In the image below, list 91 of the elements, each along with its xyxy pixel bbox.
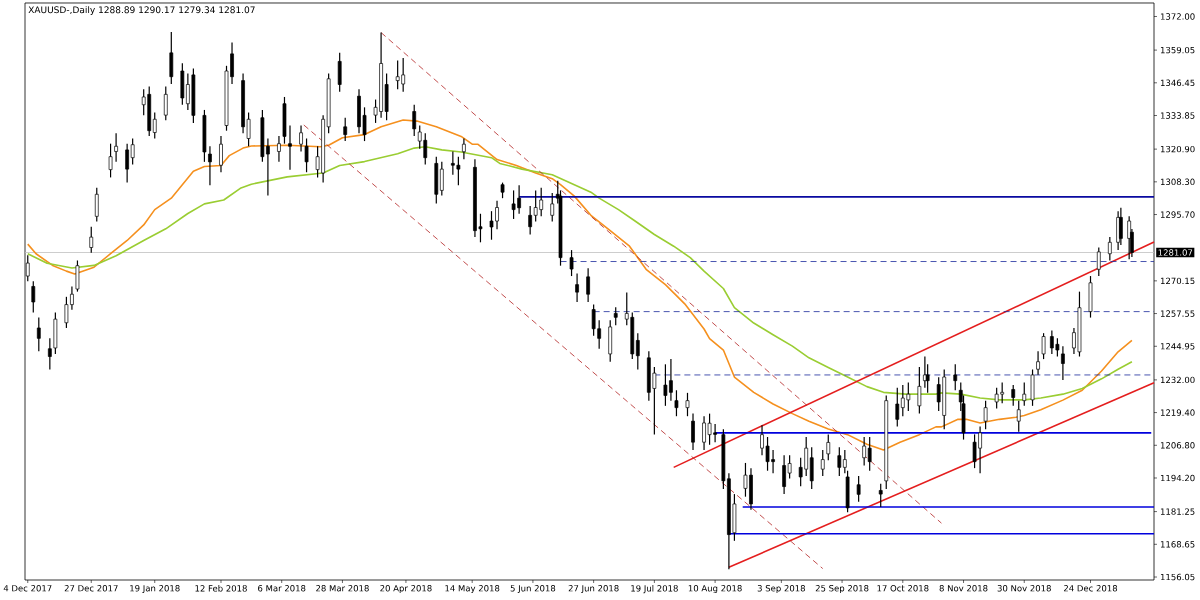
x-tick-label: 27 Dec 2017 <box>64 585 118 592</box>
x-tick-label: 8 Nov 2018 <box>939 585 988 592</box>
candlestick <box>635 332 640 371</box>
candlestick <box>1041 332 1046 360</box>
candlestick <box>94 187 99 223</box>
y-tick-label: 1257.55 <box>1160 310 1195 317</box>
candlestick <box>691 413 695 451</box>
candlestick <box>1061 345 1065 381</box>
candlestick <box>613 306 618 326</box>
candlestick <box>89 226 94 254</box>
candlestick <box>1016 400 1021 433</box>
x-tick-label: 19 Jan 2018 <box>130 585 180 594</box>
candlestick <box>36 316 41 352</box>
candlestick <box>685 392 690 417</box>
chart-title: XAUUSD-,Daily 1288.89 1290.17 1279.34 1281.07 <box>28 6 255 15</box>
x-tick-label: 3 Sep 2018 <box>757 585 805 594</box>
candlestick <box>152 111 157 140</box>
x-tick-label: 30 Nov 2018 <box>997 585 1051 592</box>
candlestick <box>108 143 113 179</box>
candlestick <box>208 145 212 186</box>
x-tick-label: 20 Apr 2018 <box>380 585 432 594</box>
y-tick-label: 1219.40 <box>1160 409 1195 416</box>
candlestick <box>575 272 579 303</box>
y-tick-label: 1168.65 <box>1160 541 1195 548</box>
candlestick <box>277 135 281 163</box>
y-tick-label: 1244.95 <box>1160 343 1195 350</box>
candlestick <box>895 387 900 428</box>
candlestick <box>842 449 847 474</box>
candlestick <box>1036 350 1040 376</box>
candlestick <box>826 433 831 461</box>
candlestick <box>674 389 679 417</box>
candlestick <box>820 449 825 477</box>
y-tick-label: 1320.90 <box>1160 145 1195 153</box>
y-tick-label: 1359.05 <box>1160 46 1195 54</box>
candlestick <box>75 259 80 293</box>
candlestick <box>163 85 168 121</box>
candlestick <box>1119 207 1123 246</box>
candlestick <box>809 446 814 490</box>
x-tick-label: 25 Sep 2018 <box>815 585 869 594</box>
candlestick <box>862 436 867 467</box>
candlestick <box>1022 381 1027 407</box>
ref-line-label: 1281.07 <box>1158 249 1193 256</box>
y-tick-label: 1156.05 <box>1160 573 1195 581</box>
x-tick-label: 6 Mar 2018 <box>258 585 306 592</box>
x-tick-label: 12 Feb 2018 <box>195 585 247 592</box>
x-tick-label: 14 May 2018 <box>445 585 500 594</box>
y-tick-label: 1372.00 <box>1160 13 1195 20</box>
y-tick-label: 1194.20 <box>1160 474 1195 482</box>
candlestick <box>550 192 555 223</box>
y-tick-label: 1270.15 <box>1160 277 1195 285</box>
candlestick <box>1127 215 1132 260</box>
candlestick <box>219 135 223 173</box>
x-tick-label: 5 Jun 2018 <box>510 585 556 594</box>
candlestick <box>856 475 861 503</box>
y-tick-label: 1206.80 <box>1160 442 1195 449</box>
candlestick <box>412 104 417 137</box>
y-tick-label: 1308.30 <box>1160 178 1195 186</box>
y-tick-label: 1333.85 <box>1160 112 1195 119</box>
x-tick-label: 17 Oct 2018 <box>877 585 929 592</box>
x-tick-label: 28 Mar 2018 <box>316 585 369 592</box>
candlestick <box>114 132 118 163</box>
y-tick-label: 1232.00 <box>1160 376 1195 384</box>
x-tick-label: 10 Aug 2018 <box>688 585 742 594</box>
candlestick <box>917 366 922 415</box>
candlestick <box>1096 246 1101 277</box>
candlestick <box>878 483 883 508</box>
candlestick <box>439 161 444 197</box>
candlestick <box>337 52 342 93</box>
candlestick <box>837 446 842 477</box>
candlestick <box>169 31 174 85</box>
candlestick <box>1107 236 1112 262</box>
candlestick <box>462 137 466 160</box>
x-tick-label: 4 Dec 2017 <box>3 585 52 592</box>
candlestick <box>983 400 988 430</box>
candlestick <box>867 436 872 472</box>
y-tick-label: 1181.25 <box>1160 508 1195 515</box>
y-tick-label: 1346.45 <box>1160 79 1195 87</box>
candlestick <box>343 117 348 142</box>
candlestick <box>304 137 309 173</box>
candlestick <box>569 249 574 277</box>
x-tick-label: 27 Jun 2018 <box>568 585 619 594</box>
x-tick-label: 19 Jul 2018 <box>631 585 678 594</box>
x-tick-label: 24 Dec 2018 <box>1063 585 1118 592</box>
candlestick <box>288 124 292 171</box>
candlestick <box>1011 384 1016 407</box>
y-tick-label: 1295.70 <box>1160 211 1195 218</box>
candlestick <box>586 267 590 303</box>
candlestick <box>299 124 303 153</box>
candlestick <box>953 363 958 391</box>
candlestick <box>31 280 36 313</box>
candlestick <box>528 205 533 236</box>
